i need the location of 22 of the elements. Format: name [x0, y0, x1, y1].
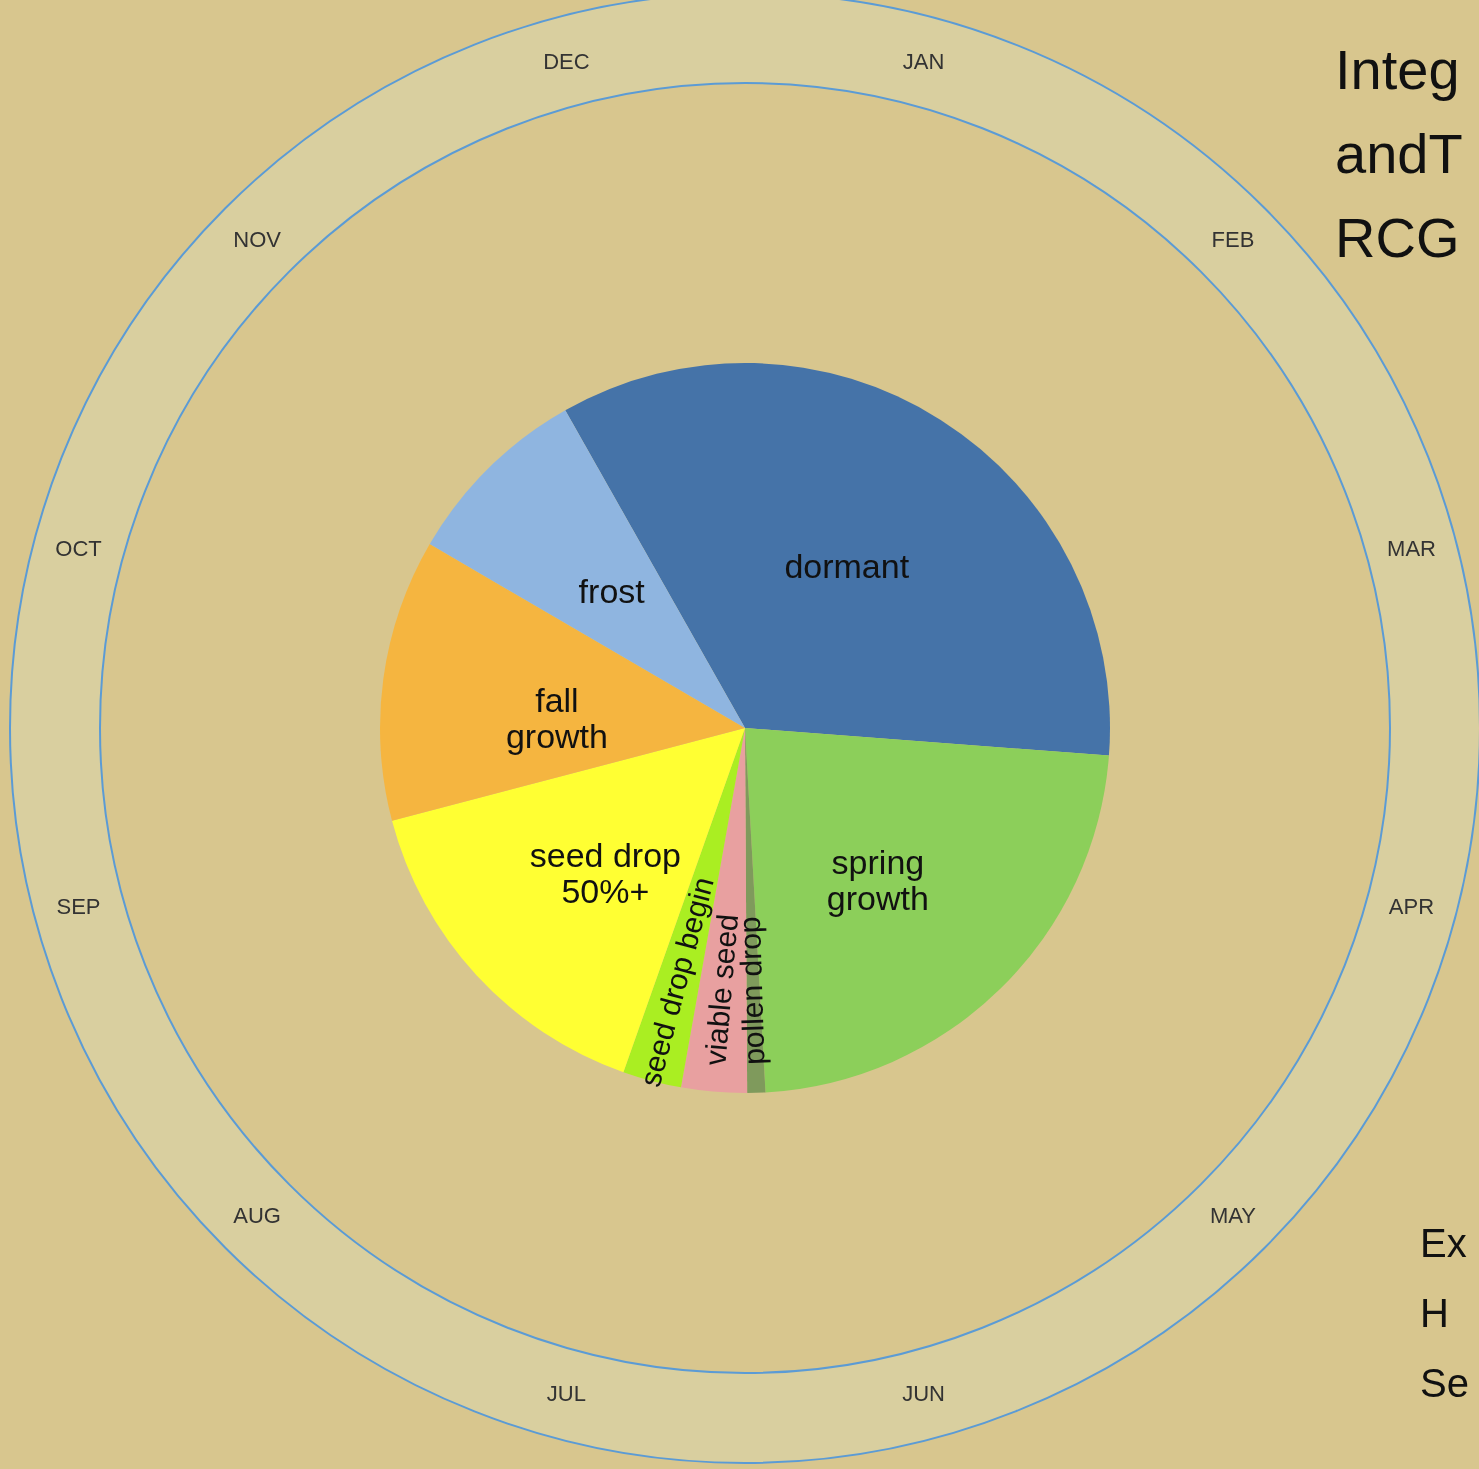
text: DEC	[543, 48, 590, 74]
text: Se	[1420, 1361, 1469, 1405]
text: AUG	[233, 1202, 281, 1228]
pie-slice	[380, 544, 745, 821]
text: JUL	[546, 1381, 586, 1407]
slice-label: fall growth	[505, 681, 608, 756]
text: OCT	[55, 536, 102, 562]
text: MAY	[1209, 1202, 1257, 1228]
text: SEP	[56, 893, 101, 919]
slice-label: frost	[578, 571, 646, 610]
text: FEB	[1211, 227, 1255, 253]
text: APR	[1388, 893, 1435, 919]
slice-label: spring growth	[826, 842, 929, 917]
text: Ex	[1420, 1221, 1467, 1265]
slice-label: dormant	[784, 546, 910, 585]
text: JUN	[902, 1381, 945, 1407]
text: NOV	[233, 227, 282, 253]
text: Integ andT RCG	[1335, 38, 1463, 269]
text: H	[1420, 1291, 1449, 1335]
slice-label: seed drop 50%+	[529, 835, 681, 910]
text: MAR	[1387, 536, 1436, 562]
text: JAN	[902, 48, 945, 74]
